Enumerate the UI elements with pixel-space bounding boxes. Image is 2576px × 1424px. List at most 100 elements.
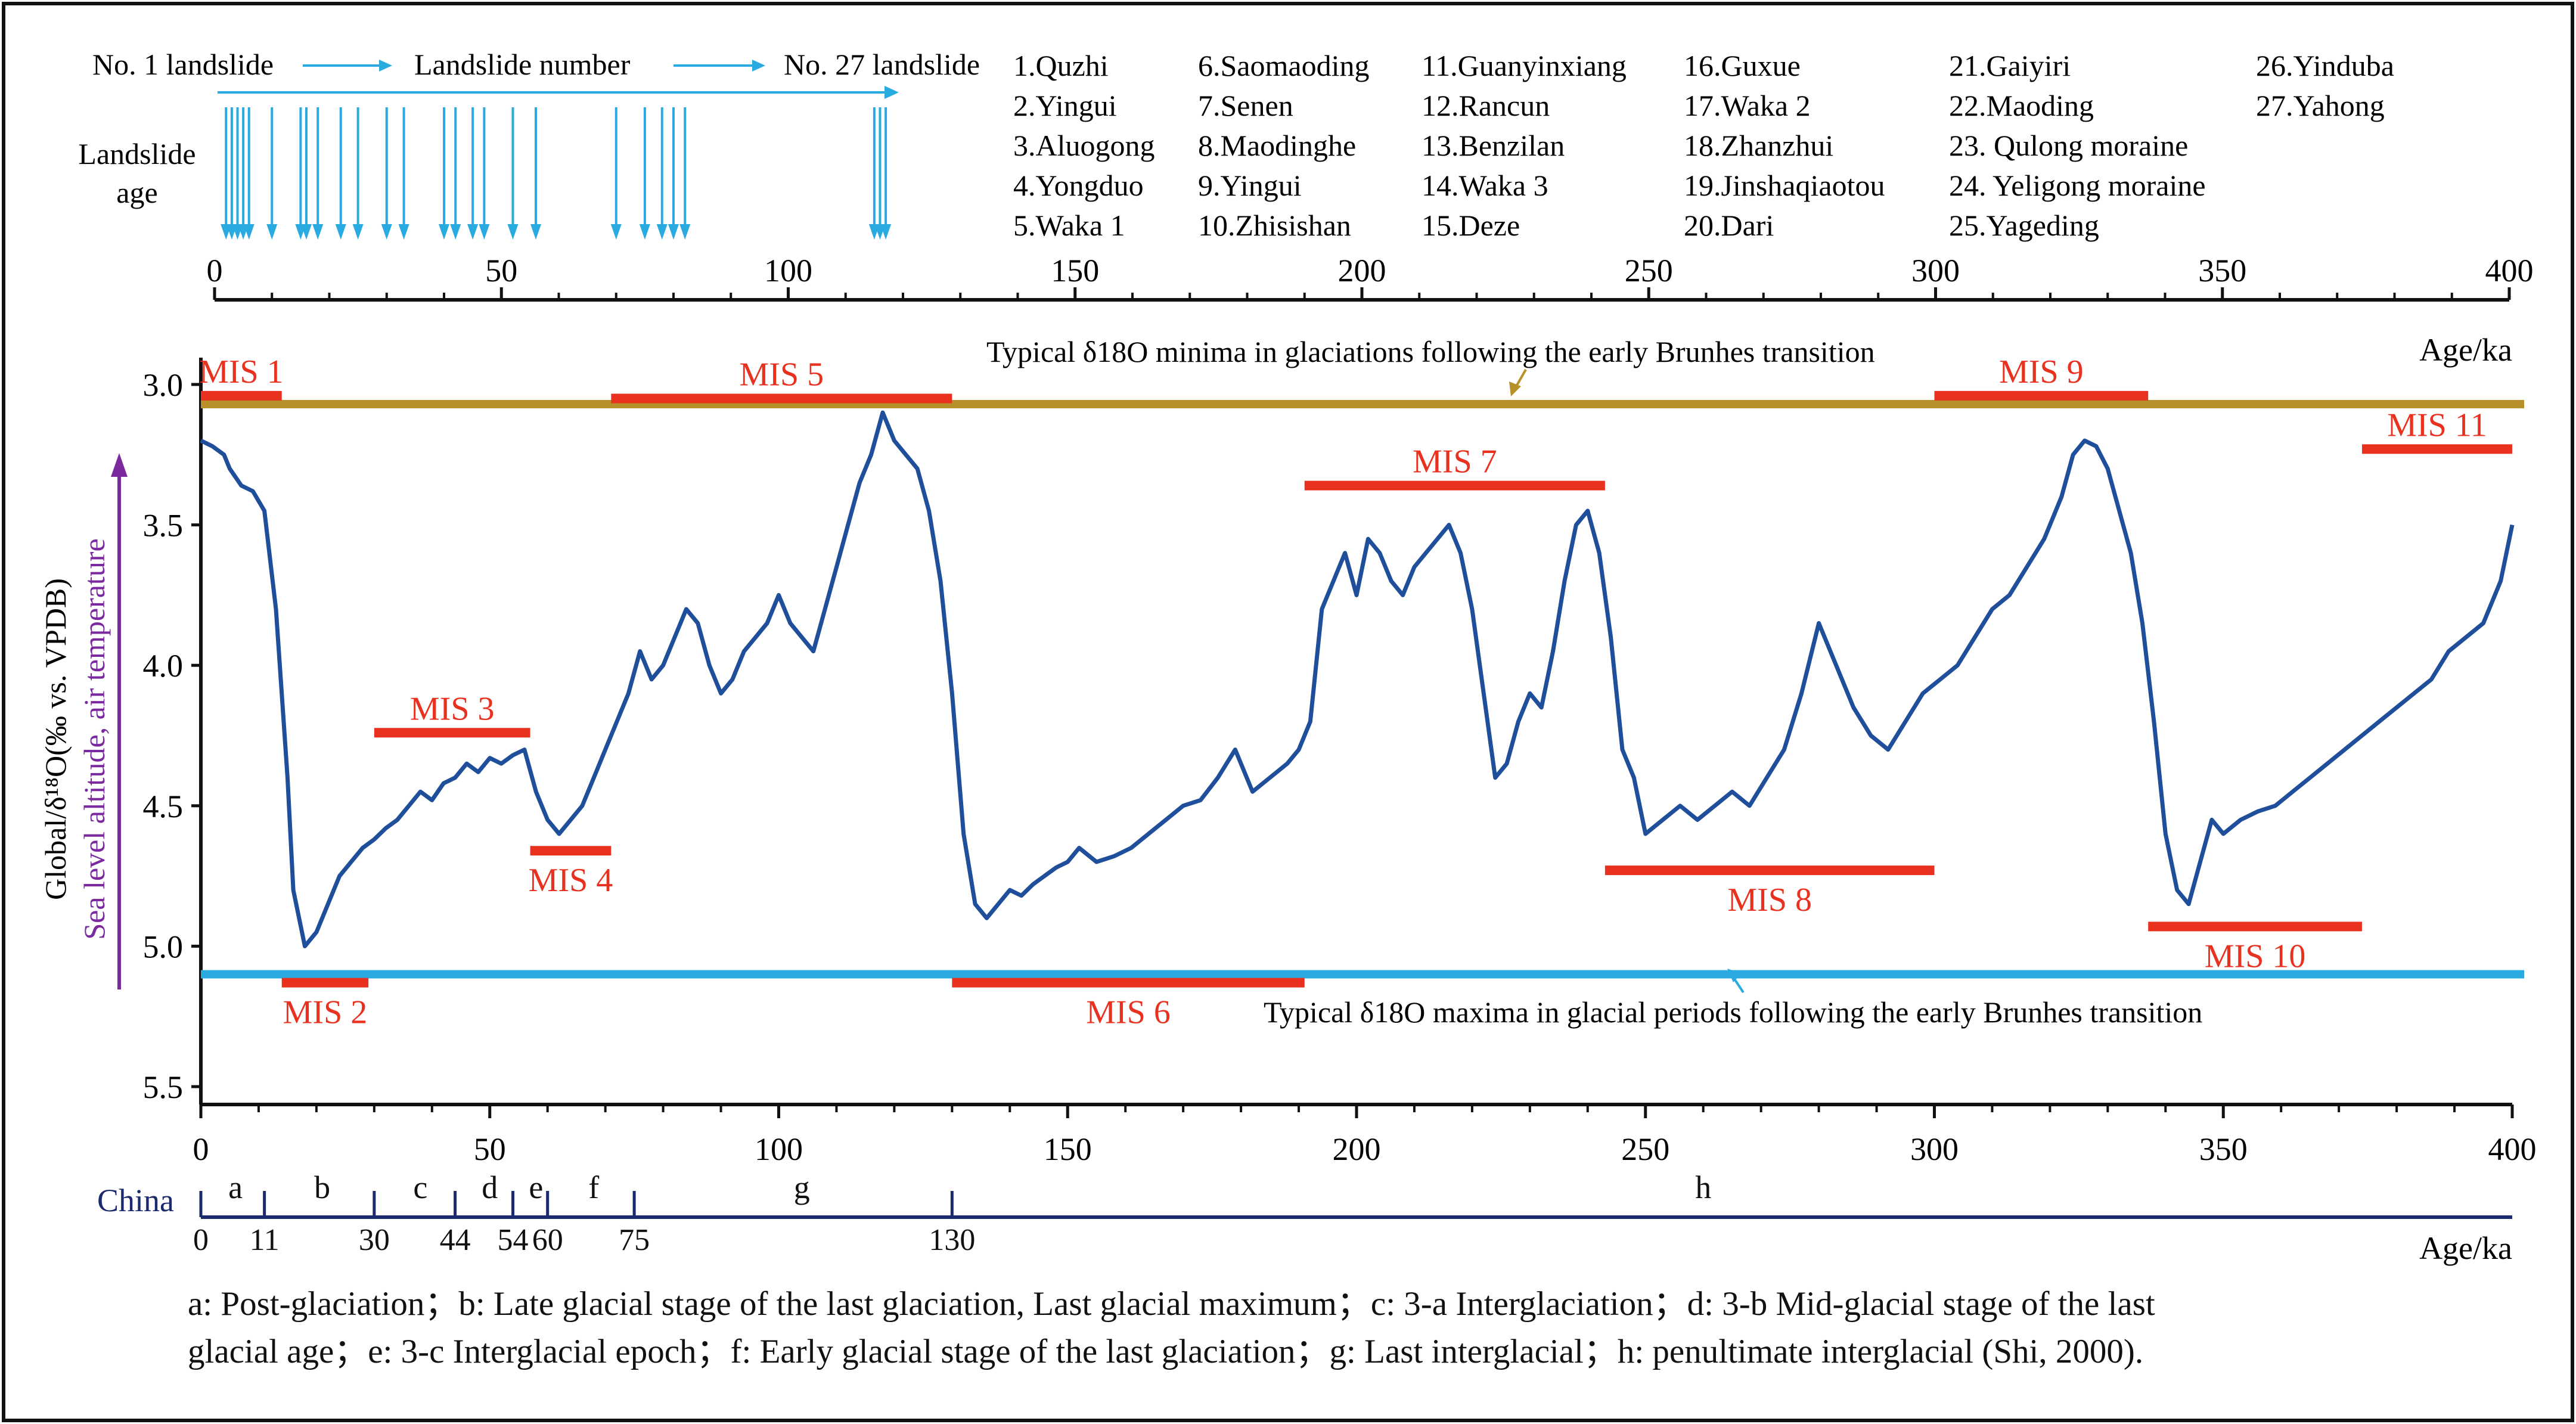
landslide-arrowhead	[266, 224, 278, 240]
landslide-header-last: No. 27 landslide	[784, 48, 980, 81]
landslide-name-list: 1.Quzhi 2.Yingui 3.Aluogong 4.Yongduo 5.Waka…	[1013, 49, 2394, 242]
reference-line-label: Typical δ18O maxima in glacial periods f…	[1264, 995, 2202, 1029]
landslide-name: 27.Yahong	[2256, 89, 2385, 122]
legend-note-line-2: glacial age；e: 3-c Interglacial epoch；f:…	[188, 1333, 2144, 1370]
main-x-axis-tick-label: 150	[1044, 1131, 1092, 1167]
china-axis-tick-label: 60	[532, 1223, 563, 1257]
reference-pointer-head	[1509, 381, 1521, 396]
landslide-name: 8.Maodinghe	[1198, 129, 1356, 162]
mis-label: MIS 6	[1086, 994, 1171, 1031]
mis-label: MIS 9	[1999, 353, 2084, 390]
landslide-arrowhead	[398, 224, 409, 240]
header-arrowhead-2	[752, 60, 765, 72]
top-axis-tick-label: 350	[2198, 253, 2246, 288]
landslide-name: 3.Aluogong	[1013, 129, 1155, 162]
landslide-name: 7.Senen	[1198, 89, 1293, 122]
china-period-letter: a	[228, 1169, 243, 1205]
landslide-arrowhead	[479, 224, 490, 240]
landslide-name: 20.Dari	[1684, 209, 1774, 242]
sea-level-arrowhead	[111, 453, 128, 477]
landslide-arrowhead	[679, 224, 691, 240]
china-period-letter: g	[794, 1169, 810, 1205]
y-axis-tick-label: 3.0	[143, 367, 184, 403]
mis-label: MIS 7	[1413, 443, 1497, 480]
landslide-name: 13.Benzilan	[1422, 129, 1565, 162]
china-period-letter: h	[1695, 1169, 1711, 1205]
mis-label: MIS 10	[2205, 938, 2306, 975]
mis-label: MIS 4	[529, 862, 613, 899]
landslide-name: 12.Rancun	[1422, 89, 1550, 122]
landslide-arrowhead	[352, 224, 364, 240]
reference-line-label: Typical δ18O minima in glaciations follo…	[986, 335, 1875, 368]
landslide-arrowhead	[312, 224, 324, 240]
mis-label: MIS 2	[283, 994, 368, 1031]
mis-label: MIS 11	[2387, 407, 2487, 443]
landslide-name: 26.Yinduba	[2256, 49, 2394, 82]
mis-label: MIS 1	[199, 353, 284, 390]
landslide-name: 5.Waka 1	[1013, 209, 1125, 242]
china-axis-tick-label: 30	[359, 1223, 390, 1257]
landslide-name: 4.Yongduo	[1013, 169, 1144, 202]
landslide-name: 11.Guanyinxiang	[1422, 49, 1627, 82]
china-period-letter: e	[529, 1169, 543, 1205]
landslide-arrowhead	[507, 224, 519, 240]
china-axis-tick-label: 11	[250, 1223, 280, 1257]
y-axis-label-2: Sea level altitude, air temperature	[77, 538, 111, 939]
landslide-header-first: No. 1 landslide	[92, 48, 274, 81]
landslide-name: 2.Yingui	[1013, 89, 1117, 122]
reference-pointer-head	[1727, 969, 1742, 982]
top-axis-tick-label: 50	[485, 253, 517, 288]
main-x-axis-tick-label: 100	[755, 1131, 803, 1167]
landslide-name: 19.Jinshaqiaotou	[1684, 169, 1885, 202]
china-period-letter: d	[482, 1169, 498, 1205]
landslide-name: 16.Guxue	[1684, 49, 1801, 82]
y-axis-tick-label: 5.0	[143, 929, 184, 964]
landslide-arrowhead	[450, 224, 461, 240]
landslide-header-mid: Landslide number	[414, 48, 631, 81]
china-axis-tick-label: 75	[619, 1223, 650, 1257]
main-x-axis-tick-label: 300	[1910, 1131, 1959, 1167]
y-axis-label: Global/δ¹⁸O(‰ vs. VPDB)	[39, 578, 72, 900]
main-x-axis-tick-label: 250	[1621, 1131, 1669, 1167]
top-axis-tick-label: 300	[1911, 253, 1960, 288]
landslide-arrowhead	[301, 224, 312, 240]
landslide-name: 24. Yeligong moraine	[1949, 169, 2206, 202]
landslide-name: 15.Deze	[1422, 209, 1520, 242]
china-period-letter: f	[588, 1169, 599, 1205]
china-axis-tick-label: 54	[498, 1223, 529, 1257]
main-panel: 3.0 3.5 4.0 4.5 5.0 5.50 50 100 150 200 250 300 350 4…	[143, 335, 2537, 1167]
landslide-arrowhead	[880, 224, 892, 240]
china-axis: 0 11 30 44 54 60 75 130 a b c d e f g h	[193, 1169, 2512, 1257]
main-x-axis-tick-label: 50	[474, 1131, 506, 1167]
main-x-axis-tick-label: 200	[1333, 1131, 1381, 1167]
landslide-number-arrowhead	[884, 86, 899, 99]
landslide-name: 10.Zhisishan	[1198, 209, 1351, 242]
landslide-name: 23. Qulong moraine	[1949, 129, 2188, 162]
china-period-letter: c	[413, 1169, 427, 1205]
landslide-name: 22.Maoding	[1949, 89, 2094, 122]
y-axis-tick-label: 5.5	[143, 1069, 184, 1105]
y-axis-tick-label: 4.5	[143, 789, 184, 824]
y-axis-tick-label: 3.5	[143, 508, 184, 544]
landslide-arrowhead	[530, 224, 541, 240]
landslide-arrowhead	[467, 224, 479, 240]
landslide-arrowhead	[243, 224, 255, 240]
top-axis-tick-label: 200	[1338, 253, 1386, 288]
main-x-axis-tick-label: 0	[193, 1131, 209, 1167]
y-axis-tick-label: 4.0	[143, 648, 184, 684]
china-axis-tick-label: 0	[193, 1223, 209, 1257]
top-axis-tick-label: 100	[764, 253, 812, 288]
main-x-axis-tick-label: 350	[2199, 1131, 2248, 1167]
main-x-axis-tick-label: 400	[2488, 1131, 2537, 1167]
landslide-arrows	[221, 107, 892, 240]
landslide-name: 6.Saomaoding	[1198, 49, 1369, 82]
delta18o-curve	[200, 410, 2515, 948]
landslide-arrowhead	[335, 224, 346, 240]
china-axis-tick-label: 44	[440, 1223, 471, 1257]
landslide-name: 14.Waka 3	[1422, 169, 1548, 202]
mis-label: MIS 3	[410, 690, 495, 727]
landslide-arrowhead	[639, 224, 650, 240]
mis-label: MIS 8	[1727, 882, 1812, 919]
landslide-name: 1.Quzhi	[1013, 49, 1109, 82]
